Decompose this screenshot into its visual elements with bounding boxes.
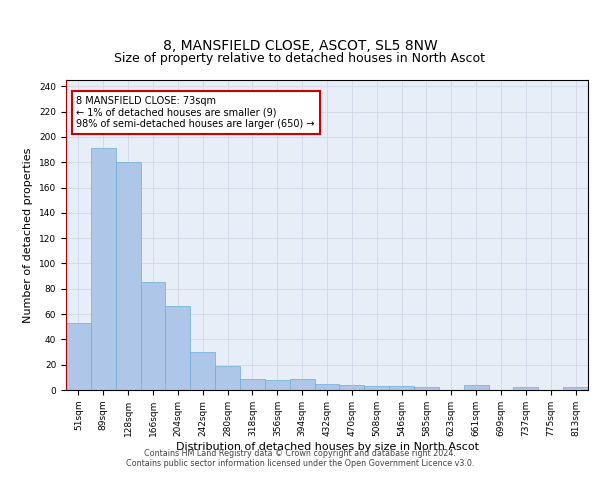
Bar [364, 386, 389, 390]
Bar [190, 352, 215, 390]
Y-axis label: Number of detached properties: Number of detached properties [23, 148, 34, 322]
Bar [265, 380, 290, 390]
Bar [240, 378, 265, 390]
Text: Contains HM Land Registry data © Crown copyright and database right 2024.: Contains HM Land Registry data © Crown c… [144, 448, 456, 458]
Bar [116, 162, 140, 390]
Bar [215, 366, 240, 390]
Bar [563, 388, 588, 390]
Bar [166, 306, 190, 390]
Text: Contains public sector information licensed under the Open Government Licence v3: Contains public sector information licen… [126, 458, 474, 468]
Bar [290, 378, 314, 390]
Text: Size of property relative to detached houses in North Ascot: Size of property relative to detached ho… [115, 52, 485, 65]
Bar [514, 388, 538, 390]
Bar [389, 386, 414, 390]
Bar [140, 282, 166, 390]
Text: 8 MANSFIELD CLOSE: 73sqm
← 1% of detached houses are smaller (9)
98% of semi-det: 8 MANSFIELD CLOSE: 73sqm ← 1% of detache… [76, 96, 315, 128]
Bar [464, 385, 488, 390]
Bar [414, 388, 439, 390]
Bar [66, 323, 91, 390]
Text: 8, MANSFIELD CLOSE, ASCOT, SL5 8NW: 8, MANSFIELD CLOSE, ASCOT, SL5 8NW [163, 38, 437, 52]
Bar [91, 148, 116, 390]
X-axis label: Distribution of detached houses by size in North Ascot: Distribution of detached houses by size … [176, 442, 479, 452]
Bar [314, 384, 340, 390]
Bar [340, 385, 364, 390]
